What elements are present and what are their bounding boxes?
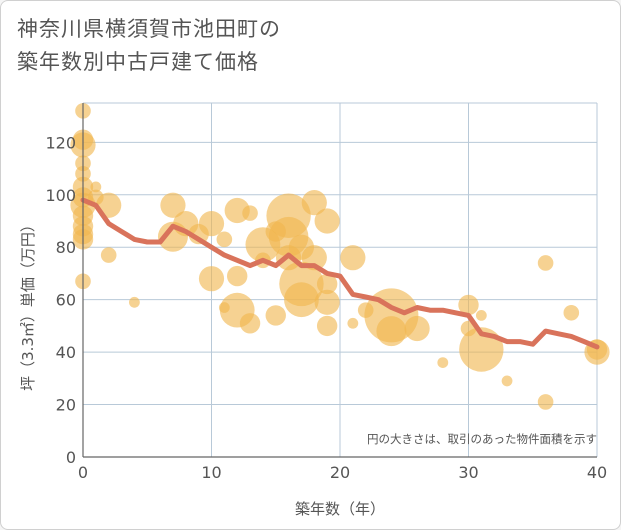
x-tick-label: 40 — [587, 463, 607, 482]
bubble-point — [239, 313, 261, 334]
bubble-point — [316, 315, 338, 337]
bubble-point — [437, 357, 449, 368]
size-legend-note: 円の大きさは、取引のあった物件面積を示す — [367, 432, 597, 446]
y-tick-label: 100 — [45, 186, 76, 205]
chart-title-line-1: 神奈川県横須賀市池田町の — [17, 17, 281, 41]
bubble-point — [301, 190, 327, 216]
bubble-point — [129, 296, 140, 308]
bubble-point — [376, 316, 407, 347]
bubble-point — [458, 294, 479, 316]
grid-lines — [83, 102, 598, 457]
trend-line-group — [80, 197, 600, 350]
bubble-point — [198, 266, 225, 292]
bubble-point — [314, 208, 340, 234]
y-tick-label: 120 — [45, 133, 76, 152]
x-axis-label: 築年数（年） — [295, 500, 385, 518]
bubble-point — [160, 192, 186, 218]
x-tick-label: 0 — [78, 463, 88, 482]
chart-title: 神奈川県横須賀市池田町の 築年数別中古戸建て価格 — [17, 13, 281, 79]
y-tick-label: 20 — [56, 396, 76, 415]
bubble-point — [501, 375, 513, 387]
x-tick-label: 10 — [201, 463, 221, 482]
bubble-point — [100, 247, 117, 263]
average-price-line — [80, 197, 600, 350]
chart-title-line-2: 築年数別中古戸建て価格 — [17, 50, 259, 74]
bubble-point — [340, 245, 366, 271]
bubbles — [70, 103, 610, 410]
y-tick-label: 80 — [56, 238, 76, 257]
bubble-point — [347, 317, 359, 329]
bubble-point — [404, 315, 430, 342]
bubble-point — [314, 289, 340, 315]
bubble-point — [284, 282, 319, 318]
bubble-point — [227, 265, 248, 287]
bubble-point — [537, 255, 554, 271]
y-tick-label: 0 — [66, 448, 76, 467]
x-tick-label: 20 — [330, 463, 350, 482]
y-tick-label: 40 — [56, 343, 76, 362]
bubble-point — [216, 231, 233, 248]
x-tick-label: 30 — [458, 463, 478, 482]
y-axis-label: 坪（3.3㎡）単価（万円） — [19, 217, 37, 391]
bubble-point — [475, 310, 487, 321]
bubble-point — [242, 205, 258, 221]
y-tick-label: 60 — [56, 291, 76, 310]
bubble-point — [563, 304, 580, 321]
bubble-point — [198, 211, 225, 237]
bubble-point — [90, 181, 102, 193]
bubble-point — [537, 394, 554, 410]
bubble-point — [265, 305, 286, 326]
bubble-point — [316, 273, 338, 295]
axes: 0 20 40 60 80 100 120 0 10 20 30 40 — [45, 103, 607, 482]
